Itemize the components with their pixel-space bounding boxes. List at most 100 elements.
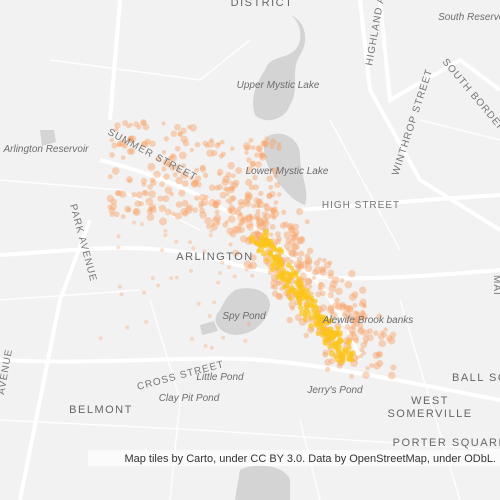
point	[311, 275, 317, 280]
place-label: SOMERVILLE	[387, 408, 472, 420]
point	[386, 335, 393, 342]
point	[311, 307, 318, 314]
point	[256, 218, 265, 227]
point	[178, 189, 186, 197]
point	[231, 181, 239, 189]
place-label: BALL SQ	[452, 372, 500, 384]
point	[208, 198, 216, 207]
point	[296, 260, 304, 269]
point	[216, 280, 221, 285]
point	[289, 265, 295, 271]
point	[119, 190, 127, 198]
point	[327, 306, 335, 314]
point	[120, 214, 126, 220]
point	[135, 191, 143, 199]
point	[333, 340, 339, 346]
point	[304, 277, 312, 286]
point	[289, 305, 295, 311]
point	[223, 186, 228, 192]
point	[305, 260, 310, 265]
point	[249, 160, 257, 168]
point	[355, 355, 360, 360]
point	[225, 191, 230, 196]
point	[299, 261, 308, 269]
point	[253, 212, 261, 220]
point	[296, 237, 304, 245]
point	[184, 206, 193, 214]
point	[213, 214, 222, 223]
point	[232, 274, 237, 279]
point	[230, 146, 235, 152]
point	[274, 274, 281, 280]
point	[255, 230, 261, 236]
point	[365, 366, 370, 371]
point	[262, 140, 270, 148]
water-label: Alewife Brook banks	[322, 315, 414, 326]
point	[244, 267, 249, 272]
point	[254, 215, 260, 221]
point	[224, 186, 231, 193]
point	[119, 139, 127, 148]
point	[268, 253, 274, 259]
point	[357, 322, 364, 329]
point	[244, 144, 251, 151]
point	[343, 305, 351, 313]
point	[354, 315, 362, 323]
point	[302, 292, 309, 299]
point	[269, 138, 277, 146]
point	[344, 324, 350, 330]
point	[210, 223, 218, 231]
point	[360, 341, 368, 349]
point	[285, 237, 292, 244]
point	[366, 334, 374, 342]
point	[268, 250, 274, 255]
point	[114, 127, 119, 132]
point	[128, 147, 136, 155]
point	[132, 208, 139, 215]
point	[256, 146, 262, 152]
point	[175, 176, 183, 185]
point	[182, 180, 189, 187]
point	[260, 216, 269, 225]
point	[114, 190, 121, 196]
point	[216, 221, 221, 226]
point	[308, 322, 314, 329]
point	[292, 223, 300, 231]
point	[376, 351, 384, 358]
point	[261, 140, 268, 147]
point	[249, 215, 255, 222]
point	[328, 357, 335, 365]
point	[190, 180, 198, 188]
point	[283, 231, 292, 239]
point	[191, 179, 199, 187]
point	[328, 284, 337, 293]
point	[237, 223, 242, 228]
point	[176, 168, 181, 174]
point	[269, 190, 276, 198]
point	[238, 211, 243, 217]
point	[327, 269, 335, 277]
point	[336, 343, 343, 350]
point	[248, 184, 255, 191]
point	[277, 192, 282, 197]
point	[140, 177, 148, 185]
point	[328, 350, 336, 357]
point	[290, 231, 299, 240]
point	[202, 249, 207, 254]
point	[157, 195, 164, 202]
point	[174, 145, 181, 152]
point	[288, 238, 296, 246]
point	[242, 142, 251, 150]
place-label: ARLINGTON	[176, 251, 253, 263]
point	[177, 132, 183, 138]
point	[359, 298, 367, 306]
point	[148, 190, 156, 198]
point	[159, 181, 165, 188]
point	[261, 211, 267, 217]
point	[345, 311, 353, 320]
point	[303, 332, 310, 339]
point	[150, 179, 157, 186]
point	[248, 137, 254, 143]
point	[206, 223, 212, 230]
point	[357, 327, 365, 335]
